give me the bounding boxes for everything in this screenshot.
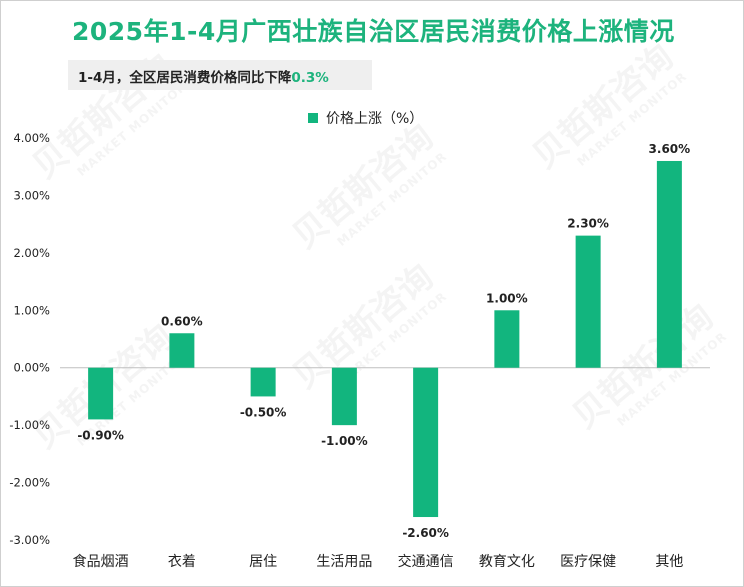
data-label: 0.60% [161, 314, 203, 328]
x-category-label: 交通通信 [398, 553, 454, 570]
legend-swatch [308, 113, 318, 123]
bar [169, 333, 195, 368]
bar [656, 160, 682, 368]
chart-title: 2025年1-4月广西壮族自治区居民消费价格上涨情况 [72, 17, 675, 46]
data-label: 3.60% [649, 142, 691, 156]
bar [413, 367, 439, 518]
subtitle-highlight: 0.3% [291, 70, 329, 86]
x-category-label: 教育文化 [479, 554, 535, 570]
y-tick-label: 3.00% [13, 188, 50, 202]
bar [575, 235, 601, 368]
legend-label: 价格上涨（%） [326, 111, 424, 127]
x-category-label: 衣着 [168, 554, 196, 570]
y-tick-label: -3.00% [9, 533, 50, 547]
data-label: -2.60% [402, 526, 449, 540]
data-label: 1.00% [486, 291, 528, 305]
y-tick-label: -2.00% [9, 476, 50, 490]
bar [250, 367, 276, 397]
data-label: -0.90% [77, 428, 124, 442]
y-tick-label: 0.00% [13, 361, 50, 375]
x-category-label: 其他 [655, 554, 683, 570]
subtitle-box [68, 60, 372, 90]
subtitle-text: 1-4月，全区居民消费价格同比下降 [78, 70, 292, 86]
x-category-label: 医疗保健 [560, 554, 616, 570]
chart-subtitle: 1-4月，全区居民消费价格同比下降0.3% [78, 66, 329, 86]
bar [331, 367, 357, 426]
data-label: 2.30% [567, 217, 609, 231]
legend: 价格上涨（%） [308, 108, 423, 128]
y-tick-label: 1.00% [13, 303, 50, 317]
x-category-label: 食品烟酒 [73, 553, 129, 570]
y-tick-label: 4.00% [13, 131, 50, 145]
data-label: -1.00% [321, 434, 368, 448]
data-label: -0.50% [240, 405, 287, 419]
x-category-label: 生活用品 [316, 554, 372, 570]
y-tick-label: -1.00% [9, 418, 50, 432]
bar [88, 367, 114, 420]
bar [494, 310, 520, 368]
x-category-label: 居住 [249, 554, 277, 570]
y-tick-label: 2.00% [13, 246, 50, 260]
